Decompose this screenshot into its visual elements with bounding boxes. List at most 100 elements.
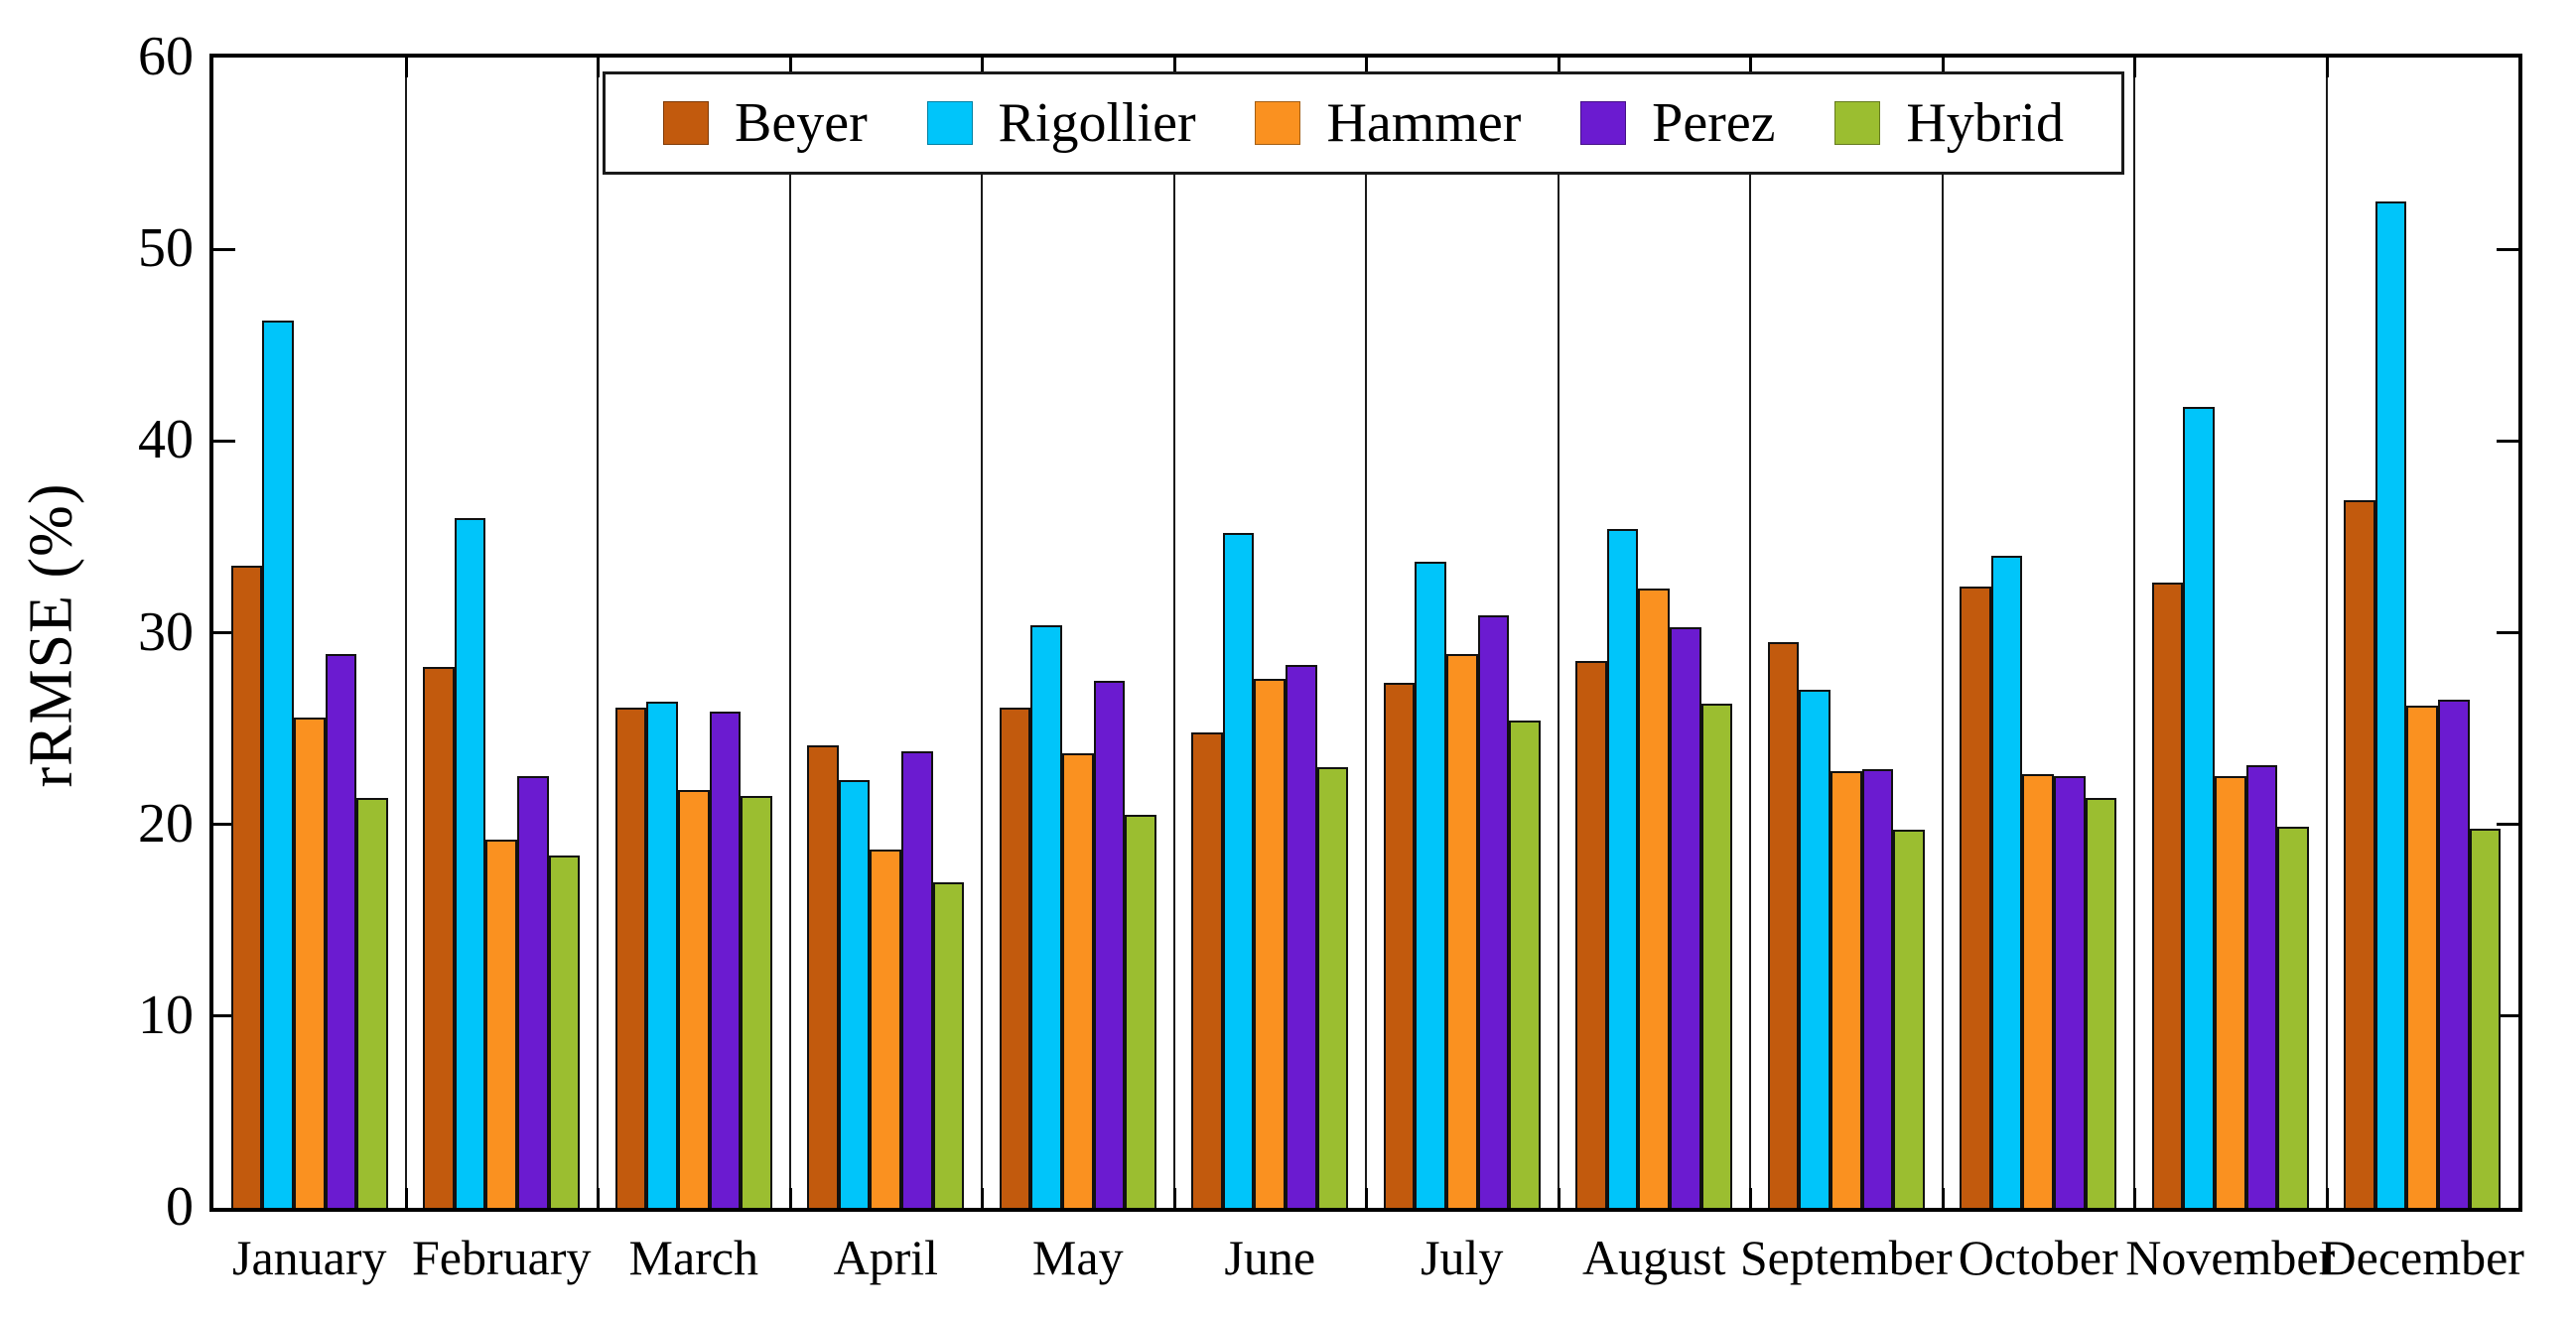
group-separator-line: [2326, 58, 2328, 1208]
bar-rigollier-february: [454, 517, 486, 1208]
bar-hammer-october: [2022, 774, 2054, 1208]
y-axis-tick: [213, 1014, 235, 1018]
bar-hybrid-february: [548, 855, 581, 1208]
bar-rigollier-december: [2374, 200, 2407, 1208]
x-axis-tick: [1749, 58, 1752, 77]
bar-perez-october: [2054, 776, 2086, 1208]
group-separator-line: [1749, 58, 1751, 1208]
bar-hammer-december: [2406, 705, 2438, 1208]
group-separator-line: [1558, 58, 1559, 1208]
bar-rigollier-june: [1222, 533, 1255, 1208]
legend-item-hybrid: Hybrid: [1834, 95, 2064, 151]
bar-perez-november: [2245, 764, 2278, 1208]
x-category-label-may: May: [1031, 1230, 1124, 1285]
y-tick-label: 10: [138, 984, 194, 1046]
x-axis-tick: [1365, 1188, 1368, 1208]
y-tick-label: 50: [138, 217, 194, 280]
bar-rigollier-september: [1799, 690, 1830, 1208]
group-separator-line: [1173, 58, 1175, 1208]
bar-hammer-may: [1061, 753, 1094, 1208]
bar-hammer-september: [1830, 770, 1862, 1208]
x-axis-tick: [1942, 1188, 1945, 1208]
bar-beyer-february: [423, 667, 455, 1208]
y-axis-tick: [213, 439, 235, 443]
legend-label: Rigollier: [998, 92, 1196, 154]
bar-rigollier-april: [838, 780, 871, 1208]
bar-rigollier-january: [262, 320, 294, 1208]
bar-rigollier-october: [1990, 556, 2023, 1208]
bar-hammer-april: [870, 849, 901, 1208]
legend-item-perez: Perez: [1580, 95, 1776, 151]
x-axis-tick: [1558, 1188, 1560, 1208]
bar-hammer-november: [2214, 776, 2246, 1208]
x-category-label-september: September: [1739, 1230, 1953, 1285]
bar-perez-september: [1861, 768, 1894, 1208]
bar-hybrid-july: [1509, 721, 1541, 1208]
bar-hammer-june: [1254, 678, 1286, 1208]
group-separator-line: [981, 58, 983, 1208]
x-category-label-october: October: [1958, 1230, 2118, 1285]
bar-rigollier-may: [1030, 624, 1062, 1208]
group-separator-line: [405, 58, 407, 1208]
group-separator-line: [789, 58, 791, 1208]
bar-beyer-august: [1575, 661, 1607, 1208]
x-axis-tick: [2133, 58, 2136, 77]
y-axis-tick: [2497, 631, 2518, 634]
x-category-label-june: June: [1224, 1230, 1316, 1285]
x-category-label-december: December: [2320, 1230, 2524, 1285]
x-axis-tick: [789, 58, 792, 77]
x-axis-tick: [1749, 1188, 1752, 1208]
bar-beyer-september: [1767, 642, 1800, 1208]
x-axis-tick: [1558, 58, 1560, 77]
x-axis-tick: [2326, 1188, 2329, 1208]
bar-hybrid-october: [2085, 797, 2117, 1208]
legend-item-beyer: Beyer: [663, 95, 868, 151]
bar-hammer-august: [1638, 589, 1670, 1208]
y-axis-tick: [2497, 823, 2518, 827]
legend-label: Hybrid: [1906, 92, 2064, 154]
x-axis-tick: [405, 1188, 408, 1208]
bar-perez-june: [1286, 665, 1317, 1208]
bar-hybrid-september: [1893, 830, 1925, 1208]
x-category-label-july: July: [1421, 1230, 1504, 1285]
bar-hammer-march: [677, 789, 710, 1208]
x-category-label-november: November: [2125, 1230, 2336, 1285]
bar-beyer-october: [1960, 587, 1991, 1208]
bar-hybrid-may: [1125, 815, 1156, 1208]
x-axis-tick: [1173, 1188, 1176, 1208]
bar-perez-april: [901, 751, 933, 1208]
x-axis-tick: [2326, 58, 2329, 77]
legend-swatch-perez: [1580, 101, 1627, 145]
bar-hammer-january: [293, 717, 326, 1208]
x-axis-tick: [981, 1188, 984, 1208]
legend-swatch-beyer: [663, 101, 709, 145]
bar-hybrid-june: [1316, 766, 1349, 1208]
legend-label: Hammer: [1326, 92, 1522, 154]
x-category-label-february: February: [412, 1230, 592, 1285]
bar-perez-august: [1670, 626, 1701, 1208]
bar-beyer-may: [999, 707, 1031, 1208]
bar-beyer-november: [2151, 583, 2184, 1208]
legend: Beyer Rigollier Hammer Perez Hybrid: [603, 71, 2124, 175]
x-category-label-august: August: [1582, 1230, 1726, 1285]
group-separator-line: [1942, 58, 1944, 1208]
bar-hybrid-december: [2469, 828, 2502, 1208]
x-axis-tick: [405, 58, 408, 77]
plot-area: [213, 58, 2518, 1208]
bar-perez-december: [2438, 700, 2470, 1208]
bar-rigollier-july: [1415, 562, 1446, 1208]
group-separator-line: [2133, 58, 2135, 1208]
bar-perez-february: [517, 776, 549, 1208]
legend-swatch-rigollier: [926, 101, 973, 145]
bar-rigollier-august: [1606, 529, 1639, 1208]
bar-rigollier-march: [646, 702, 678, 1208]
x-category-label-march: March: [628, 1230, 759, 1285]
bar-beyer-july: [1383, 682, 1416, 1208]
x-axis-tick: [1942, 58, 1945, 77]
y-axis-tick: [213, 247, 235, 251]
bar-beyer-april: [807, 745, 839, 1208]
y-tick-label: 20: [138, 792, 194, 855]
bar-hybrid-january: [356, 797, 388, 1208]
bar-rigollier-november: [2183, 406, 2215, 1208]
